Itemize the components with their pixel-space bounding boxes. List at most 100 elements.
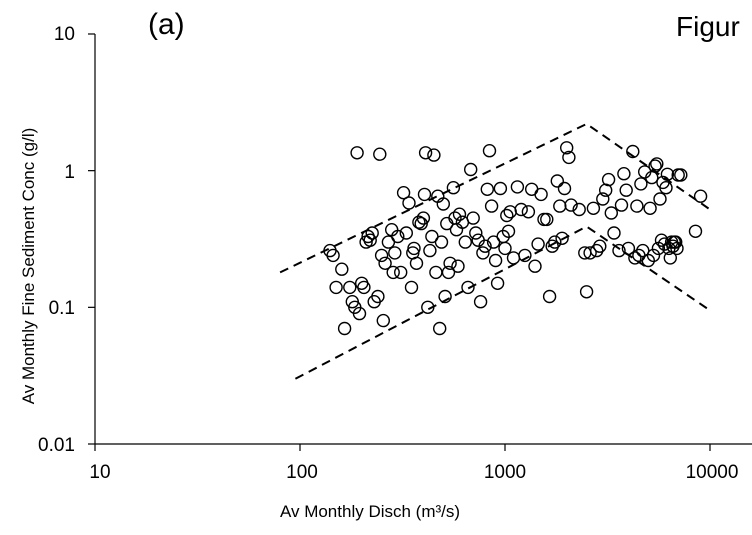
data-point — [388, 246, 402, 260]
data-point — [586, 201, 601, 216]
y-tick-label-10: 10 — [54, 24, 75, 45]
data-point — [396, 185, 411, 200]
x-tick-label-10000: 10000 — [686, 462, 739, 483]
data-point — [418, 146, 433, 160]
data-point — [607, 226, 621, 240]
data-point — [438, 289, 452, 304]
data-point — [557, 181, 572, 196]
data-point — [501, 224, 516, 239]
data-point — [617, 166, 631, 181]
data-point — [578, 246, 592, 260]
data-point — [510, 180, 525, 194]
tick-marks — [88, 33, 711, 451]
data-point — [386, 265, 400, 280]
data-point — [371, 289, 385, 304]
data-point — [514, 202, 528, 217]
data-point — [553, 199, 567, 213]
data-point — [503, 205, 517, 219]
data-point — [500, 208, 514, 223]
y-tick-label-1: 1 — [64, 162, 75, 183]
data-point — [434, 235, 449, 249]
data-point — [590, 243, 604, 258]
data-point — [416, 211, 431, 225]
x-tick-label-10: 10 — [89, 462, 110, 483]
data-point — [560, 141, 574, 155]
figure-label: Figur — [676, 11, 740, 42]
y-tick-label-0.1: 0.1 — [49, 298, 75, 319]
data-point — [650, 157, 664, 171]
data-point — [653, 192, 667, 206]
data-point — [409, 256, 424, 270]
data-point — [542, 289, 557, 304]
y-axis-title: Av Monthly Fine Sediment Conc (g/l) — [19, 128, 38, 405]
data-point — [402, 196, 416, 210]
data-point — [670, 241, 684, 256]
data-point — [458, 235, 472, 249]
x-tick-label-1000: 1000 — [484, 462, 526, 483]
data-point — [374, 248, 389, 263]
plot-axes — [94, 34, 752, 445]
data-point — [540, 212, 554, 227]
data-point — [659, 180, 673, 195]
data-point — [451, 259, 465, 273]
data-points — [323, 141, 708, 336]
data-point — [452, 207, 467, 221]
data-point — [601, 172, 616, 187]
data-point — [423, 243, 437, 258]
data-point — [412, 215, 426, 229]
data-point — [604, 206, 618, 220]
data-point — [329, 280, 343, 295]
data-point — [429, 265, 443, 280]
data-point — [399, 226, 413, 240]
x-axis-title: Av Monthly Disch (m³/s) — [280, 502, 460, 521]
data-point — [365, 226, 379, 240]
envelope-lines — [279, 122, 711, 380]
data-point — [498, 241, 512, 256]
data-point — [404, 280, 419, 295]
data-point — [461, 280, 475, 295]
data-point — [555, 231, 569, 246]
data-point — [641, 253, 655, 268]
data-point — [534, 187, 548, 202]
data-point — [669, 235, 683, 249]
data-point — [421, 300, 435, 314]
data-point — [373, 147, 387, 161]
data-point — [646, 248, 661, 263]
data-point — [473, 295, 488, 309]
data-point — [572, 202, 586, 217]
data-point — [648, 159, 662, 173]
data-point — [352, 306, 367, 321]
data-point — [407, 241, 421, 256]
data-point — [441, 265, 456, 280]
data-point — [619, 183, 633, 197]
data-point — [643, 201, 657, 216]
data-point — [478, 239, 492, 253]
data-point — [626, 144, 640, 159]
data-point — [593, 239, 607, 253]
data-point — [443, 256, 457, 270]
data-point — [621, 241, 636, 256]
data-point — [326, 248, 340, 263]
data-point — [630, 199, 644, 213]
data-point — [521, 205, 536, 219]
data-point — [357, 280, 371, 295]
data-point — [537, 212, 551, 227]
data-point — [579, 285, 594, 299]
data-point — [518, 248, 532, 263]
data-point — [490, 276, 505, 290]
data-point — [363, 233, 377, 247]
data-point — [436, 197, 450, 211]
data-point — [484, 199, 499, 213]
x-tick-label-100: 100 — [286, 462, 318, 483]
upper-envelope-line — [279, 122, 711, 274]
data-point — [636, 243, 650, 258]
data-point — [417, 187, 432, 202]
data-point — [378, 256, 392, 270]
data-point — [337, 321, 352, 336]
data-point — [469, 226, 483, 240]
data-point — [394, 265, 408, 280]
data-point — [528, 259, 542, 273]
data-point — [488, 253, 503, 268]
data-point — [583, 246, 597, 260]
